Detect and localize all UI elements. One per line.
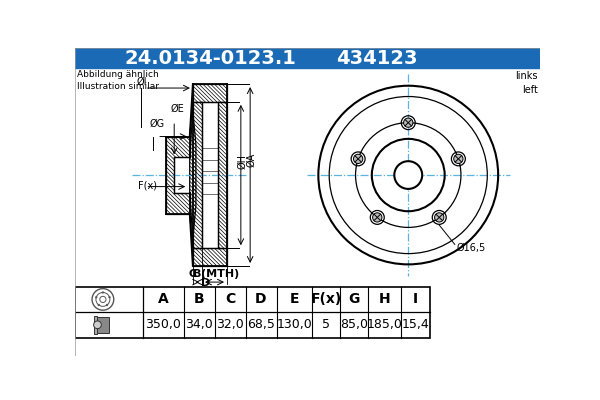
Bar xyxy=(97,317,109,332)
Circle shape xyxy=(102,291,104,294)
Text: H: H xyxy=(379,292,390,306)
Text: 15,4: 15,4 xyxy=(401,318,429,331)
Polygon shape xyxy=(190,102,196,248)
Circle shape xyxy=(454,154,463,164)
Text: Abbildung ähnlich
Illustration similar: Abbildung ähnlich Illustration similar xyxy=(77,70,160,91)
Text: 24.0134-0123.1: 24.0134-0123.1 xyxy=(125,48,296,68)
Circle shape xyxy=(106,304,108,306)
Text: D: D xyxy=(200,278,210,288)
Text: F(x): F(x) xyxy=(310,292,342,306)
Text: 5: 5 xyxy=(322,318,330,331)
Text: ØE: ØE xyxy=(170,104,184,114)
Text: C: C xyxy=(225,292,235,306)
Text: 32,0: 32,0 xyxy=(216,318,244,331)
Text: Ø16,5: Ø16,5 xyxy=(457,243,485,253)
Text: 130,0: 130,0 xyxy=(277,318,312,331)
Polygon shape xyxy=(193,84,227,102)
Text: 350,0: 350,0 xyxy=(145,318,181,331)
Text: ØI: ØI xyxy=(137,77,148,87)
Text: links
left: links left xyxy=(515,71,538,95)
Polygon shape xyxy=(218,102,227,248)
Circle shape xyxy=(353,154,363,164)
Circle shape xyxy=(373,213,382,222)
Text: 34,0: 34,0 xyxy=(185,318,213,331)
Text: ØA: ØA xyxy=(247,153,257,167)
Text: 85,0: 85,0 xyxy=(340,318,368,331)
Text: ØG: ØG xyxy=(149,119,164,129)
Circle shape xyxy=(394,161,422,189)
Text: E: E xyxy=(290,292,299,306)
Polygon shape xyxy=(193,102,202,248)
Text: F(x): F(x) xyxy=(138,180,157,190)
Text: A: A xyxy=(158,292,169,306)
Bar xyxy=(75,48,540,68)
Circle shape xyxy=(404,118,413,127)
Text: G: G xyxy=(349,292,359,306)
Circle shape xyxy=(94,321,101,329)
Bar xyxy=(94,316,97,334)
Circle shape xyxy=(109,296,110,298)
Text: B: B xyxy=(194,292,205,306)
Text: C (MTH): C (MTH) xyxy=(190,269,239,279)
Circle shape xyxy=(98,304,100,306)
Polygon shape xyxy=(166,136,190,214)
Text: I: I xyxy=(413,292,418,306)
Bar xyxy=(75,287,430,338)
Text: 68,5: 68,5 xyxy=(247,318,275,331)
Text: 434123: 434123 xyxy=(337,48,418,68)
Polygon shape xyxy=(193,248,227,266)
Text: B: B xyxy=(193,269,202,279)
Text: 185,0: 185,0 xyxy=(366,318,402,331)
Text: D: D xyxy=(255,292,267,306)
Circle shape xyxy=(95,296,97,298)
Text: ØH: ØH xyxy=(238,154,247,169)
Circle shape xyxy=(434,213,444,222)
